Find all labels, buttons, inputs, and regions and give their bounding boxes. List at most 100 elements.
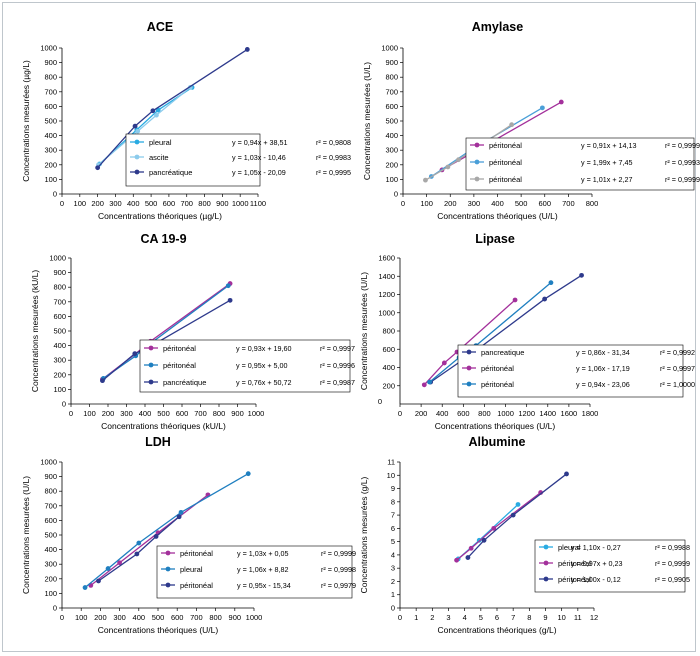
x-tick-label: 9 bbox=[543, 613, 547, 622]
x-axis-label: Concentrations théoriques (µg/L) bbox=[98, 211, 222, 221]
x-tick-label: 800 bbox=[586, 199, 599, 208]
data-point bbox=[427, 379, 432, 385]
legend-entry-name: pleural bbox=[149, 138, 172, 147]
legend-entry-name: pleural bbox=[180, 565, 203, 574]
legend-swatch-point bbox=[466, 349, 472, 355]
legend-entry-r2: r² = 0,9995 bbox=[316, 168, 351, 177]
y-tick-label: 800 bbox=[44, 73, 57, 82]
y-tick-label: 600 bbox=[385, 102, 398, 111]
y-axis-label: Concentrations mesurées (g/L) bbox=[359, 476, 369, 593]
data-point bbox=[456, 157, 461, 163]
y-tick-label: 1600 bbox=[378, 254, 395, 263]
y-tick-label: 900 bbox=[53, 268, 66, 277]
x-tick-label: 12 bbox=[590, 613, 598, 622]
chart-panel-5: LDH 0 100 200 300 400 500 600 700 800 900 1000 0 100 2… bbox=[21, 435, 356, 635]
y-axis-label: Concentrations mesurées (kU/L) bbox=[30, 270, 40, 393]
x-tick-label: 1000 bbox=[248, 409, 265, 418]
legend-swatch-point bbox=[165, 550, 171, 556]
y-tick-label: 800 bbox=[385, 73, 398, 82]
x-axis-label: Concentrations théoriques (U/L) bbox=[98, 625, 219, 635]
series-line-1 bbox=[430, 274, 582, 383]
legend-entry-r2: r² = 0,9999 bbox=[665, 175, 700, 184]
y-tick-label: 1000 bbox=[40, 44, 57, 53]
legend-swatch-point bbox=[165, 582, 171, 588]
legend-swatch-point bbox=[134, 154, 140, 160]
x-tick-label: 0 bbox=[398, 613, 402, 622]
data-point bbox=[135, 128, 141, 134]
data-point bbox=[134, 551, 140, 557]
y-tick-label: 700 bbox=[53, 297, 66, 306]
legend-entry-r2: r² = 0,9996 bbox=[320, 361, 355, 370]
data-point bbox=[105, 566, 111, 571]
y-tick-label: 600 bbox=[44, 102, 57, 111]
x-axis-label: Concentrations théoriques (kU/L) bbox=[101, 421, 226, 431]
legend-entry-equation: y = 0,93x + 19,60 bbox=[236, 344, 292, 353]
data-point bbox=[558, 99, 564, 105]
legend-entry-equation: y = 1,03x - 10,46 bbox=[232, 153, 286, 162]
data-point bbox=[515, 502, 521, 507]
y-tick-label: 500 bbox=[53, 327, 66, 336]
x-tick-label: 0 bbox=[60, 613, 64, 622]
x-tick-label: 800 bbox=[209, 613, 222, 622]
chart-title: LDH bbox=[145, 435, 171, 449]
y-tick-label: 600 bbox=[382, 345, 395, 354]
data-point bbox=[512, 297, 518, 303]
legend-entry-name: pleural bbox=[558, 543, 581, 552]
legend-box bbox=[465, 137, 695, 191]
x-tick-label: 100 bbox=[74, 199, 87, 208]
y-tick-label: 0 bbox=[62, 400, 66, 409]
y-axis-label: Concentrations mesurées (U/L) bbox=[359, 272, 369, 390]
y-tick-label: 300 bbox=[44, 560, 57, 569]
x-tick-label: 1800 bbox=[582, 409, 599, 418]
legend-entry-name: pancreatique bbox=[481, 348, 524, 357]
x-tick-label: 3 bbox=[446, 613, 450, 622]
legend-entry-r2: r² = 0,9979 bbox=[321, 581, 356, 590]
data-point bbox=[82, 585, 88, 590]
x-tick-label: 400 bbox=[436, 409, 449, 418]
legend-entry-equation: y = 1,99x + 7,45 bbox=[581, 158, 633, 167]
data-point bbox=[539, 105, 545, 111]
data-point bbox=[100, 378, 105, 384]
legend-entry-r2: r² = 0,9999 bbox=[665, 141, 700, 150]
y-tick-label: 200 bbox=[44, 160, 57, 169]
y-tick-label: 400 bbox=[382, 363, 395, 372]
y-tick-label: 6 bbox=[391, 524, 395, 533]
data-point bbox=[441, 360, 447, 366]
y-tick-label: 700 bbox=[44, 501, 57, 510]
y-tick-label: 300 bbox=[385, 146, 398, 155]
data-point bbox=[445, 164, 451, 170]
y-tick-label: 1000 bbox=[378, 308, 395, 317]
legend-entry-name: péritonéal bbox=[163, 361, 196, 370]
y-tick-label: 11 bbox=[387, 458, 395, 467]
chart-title: Lipase bbox=[475, 232, 515, 246]
x-tick-label: 10 bbox=[557, 613, 565, 622]
legend-entry-name: péritonéal bbox=[489, 141, 522, 150]
data-point bbox=[481, 537, 487, 543]
y-tick-label: 200 bbox=[44, 574, 57, 583]
legend-entry-r2: r² = 0,9808 bbox=[316, 138, 351, 147]
legend-entry-equation: y = 0,86x - 31,34 bbox=[576, 348, 630, 357]
y-axis-label: Concentrations mesurées (U/L) bbox=[21, 476, 31, 594]
y-tick-label: 8 bbox=[391, 497, 395, 506]
data-point bbox=[468, 545, 474, 551]
legend-entry-equation: y = 0,95x - 15,34 bbox=[237, 581, 291, 590]
legend-entry-equation: y = 1,10x - 0,27 bbox=[571, 543, 621, 552]
series-line-2 bbox=[423, 299, 516, 386]
x-axis-label: Concentrations théoriques (U/L) bbox=[437, 211, 558, 221]
data-point bbox=[153, 534, 159, 539]
x-tick-label: 800 bbox=[478, 409, 491, 418]
y-tick-label: 900 bbox=[44, 58, 57, 67]
legend-entry-r2: r² = 0,9997 bbox=[660, 364, 695, 373]
data-point bbox=[178, 509, 184, 515]
legend-entry-name: péritonéal bbox=[180, 581, 213, 590]
y-tick-label: 100 bbox=[385, 175, 398, 184]
data-point bbox=[421, 382, 427, 388]
legend-swatch-point bbox=[474, 159, 480, 165]
x-tick-label: 300 bbox=[468, 199, 481, 208]
legend-entry-name: péritonéal bbox=[558, 575, 591, 584]
series-line-3 bbox=[98, 516, 180, 582]
y-tick-label: 800 bbox=[53, 283, 66, 292]
x-tick-label: 0 bbox=[60, 199, 64, 208]
